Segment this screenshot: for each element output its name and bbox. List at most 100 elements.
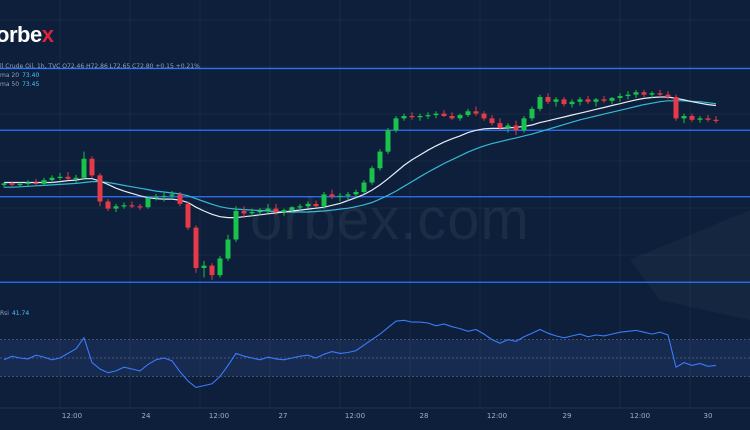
candle-bullish [433,113,439,116]
candle-bullish [593,99,599,102]
candle-bearish [65,176,71,179]
candle-bullish [393,118,399,131]
candle-bullish [145,197,151,208]
candle-bearish [489,118,495,124]
candle-bullish [553,99,559,102]
candle-bullish [305,203,311,207]
candle-bearish [193,227,199,268]
candle-bearish [33,182,39,184]
candle-bearish [665,94,671,97]
rsi-label: Rsi [0,310,9,317]
candle-bullish [265,208,271,211]
candle-bearish [473,111,479,114]
candle-bullish [201,265,207,268]
watermark: orbex.com [250,187,530,252]
instrument-legend: ll Crude Oil, 1h, TVC O72.46 H72.86 L72.… [0,63,200,70]
ma2-label: ma 50 [0,81,20,88]
candle-bullish [369,168,375,183]
candle-bearish [481,113,487,119]
candle-bullish [321,194,327,207]
candle-bullish [633,92,639,95]
rsi-value: 41.74 [11,310,30,317]
candle-bullish [73,177,79,179]
x-tick-label: 12:00 [208,412,230,420]
candle-bullish [577,99,583,102]
candle-bearish [513,125,519,131]
candle-bullish [361,182,367,192]
orbex-logo: orbex [0,22,54,47]
candle-bullish [17,183,23,186]
candle-bullish [385,130,391,152]
x-tick-label: 30 [703,412,713,420]
candle-bullish [81,158,87,178]
candle-bullish [233,211,239,240]
candle-bullish [649,93,655,95]
candle-bearish [497,123,503,128]
candle-bullish [425,115,431,117]
candle-bearish [409,116,415,118]
rsi-band [0,339,750,377]
x-tick-label: 12:00 [344,412,366,420]
ma-slow-line [4,100,717,213]
candle-bearish [137,206,143,208]
candle-bullish [1,183,7,185]
candle-bullish [121,205,127,207]
candle-bearish [673,97,679,119]
x-tick-label: 27 [278,412,288,420]
candle-bullish [529,108,535,119]
logo-accent-letter: x [41,22,54,47]
candle-bullish [225,239,231,259]
candle-bullish [681,116,687,119]
candle-bullish [401,116,407,119]
x-tick-label: 12:00 [61,412,83,420]
x-tick-label: 12:00 [629,412,651,420]
candle-bullish [345,194,351,196]
candle-bearish [713,119,719,121]
candle-bearish [177,194,183,204]
x-tick-label: 24 [141,412,151,420]
candle-bearish [441,113,447,116]
candle-bullish [465,111,471,116]
ma-fast-line [4,96,717,219]
candle-bullish [337,195,343,197]
candle-bearish [601,99,607,101]
ma1-label: ma 20 [0,72,20,79]
candle-bearish [9,183,15,185]
candle-bearish [241,211,247,214]
candle-bearish [705,118,711,120]
candle-bullish [289,207,295,211]
candle-bullish [161,195,167,197]
candle-bullish [617,96,623,98]
candle-bullish [249,211,255,214]
candle-bullish [41,180,47,184]
candle-bullish [417,116,423,118]
rsi-line [3,319,717,388]
candle-bearish [561,99,567,105]
candle-bearish [641,92,647,95]
candle-bullish [505,125,511,128]
candle-bullish [25,182,31,184]
candle-bullish [257,211,263,213]
candle-bullish [49,177,55,181]
candle-bullish [521,118,527,131]
candle-bullish [377,151,383,169]
candle-bearish [97,175,103,202]
candle-bearish [273,208,279,212]
candle-bearish [585,99,591,102]
candle-bullish [569,101,575,105]
candle-bearish [89,158,95,176]
candle-bearish [313,203,319,207]
candle-bearish [105,201,111,209]
candle-bearish [689,116,695,120]
candle-bearish [545,97,551,102]
ma2-legend: ma 50 73.45 [0,81,39,88]
candle-bullish [609,97,615,101]
candle-bullish [353,192,359,195]
candle-bearish [129,205,135,207]
x-tick-label: 28 [419,412,429,420]
candle-bullish [537,97,543,109]
candle-bearish [209,265,215,276]
candle-bullish [625,94,631,97]
